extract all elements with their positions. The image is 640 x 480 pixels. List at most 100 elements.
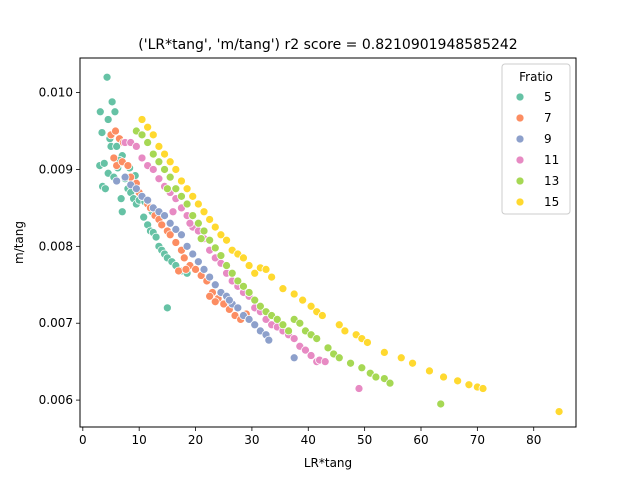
data-point (171, 225, 181, 234)
data-point (160, 149, 169, 159)
legend-marker (515, 92, 525, 102)
data-point (110, 107, 120, 117)
data-point (216, 251, 226, 260)
data-point (210, 243, 220, 253)
data-point (137, 115, 147, 124)
data-point (193, 218, 203, 228)
data-point (131, 184, 141, 194)
data-point (224, 295, 234, 305)
data-point (385, 378, 395, 388)
data-point (298, 295, 308, 305)
data-point (102, 72, 112, 82)
data-point (289, 353, 299, 363)
data-point (379, 374, 389, 383)
data-point (148, 130, 158, 140)
data-point (233, 276, 243, 286)
data-point (289, 334, 299, 343)
data-point (478, 384, 488, 393)
legend: Fratio 5 7 9 11 13 15 (501, 63, 571, 215)
y-tick-label: 0.007 (39, 316, 73, 330)
data-point (182, 241, 192, 251)
x-tick-label: 50 (357, 433, 372, 447)
x-tick-label: 20 (188, 433, 203, 447)
x-tick-label: 60 (413, 433, 428, 447)
x-tick-label: 0 (79, 433, 87, 447)
data-point (239, 253, 248, 263)
data-point (222, 235, 231, 245)
x-tick-label: 30 (244, 433, 259, 447)
data-point (222, 261, 231, 270)
data-point (157, 220, 167, 230)
data-point (425, 366, 434, 376)
data-point (179, 253, 189, 263)
data-point (239, 281, 248, 291)
y-tick-label: 0.006 (39, 393, 73, 407)
data-point (137, 153, 147, 163)
y-tick-label: 0.010 (39, 86, 73, 100)
data-point (97, 128, 107, 137)
data-point (244, 261, 254, 270)
data-point (177, 191, 186, 201)
plot-frame (79, 57, 577, 428)
data-point (306, 351, 316, 360)
data-point (193, 257, 203, 267)
chart-title: ('LR*tang', 'm/tang') r2 score = 0.82109… (138, 37, 517, 53)
data-point (165, 230, 175, 240)
data-point (301, 345, 310, 355)
data-point (120, 172, 130, 182)
data-point (95, 107, 105, 117)
data-point (196, 234, 206, 244)
data-point (284, 326, 293, 336)
data-point (185, 218, 195, 228)
data-point (210, 297, 220, 307)
data-point (107, 97, 117, 107)
data-point (117, 207, 127, 217)
legend-marker (515, 134, 525, 144)
data-point (379, 348, 389, 357)
data-point (453, 376, 463, 386)
data-point (346, 358, 355, 368)
data-point (233, 303, 243, 313)
data-point (210, 280, 220, 290)
data-point (154, 142, 164, 151)
data-point (554, 407, 564, 416)
data-point (112, 142, 122, 151)
data-point (250, 268, 260, 278)
data-point (111, 126, 120, 136)
legend-marker (515, 113, 525, 123)
data-point (210, 222, 220, 232)
data-point (99, 158, 109, 168)
data-point (143, 195, 153, 205)
data-point (171, 184, 181, 194)
data-point (182, 199, 192, 209)
data-point (191, 265, 200, 274)
x-tick-label: 70 (470, 433, 485, 447)
data-point (312, 334, 322, 343)
data-point (162, 303, 172, 313)
data-point (439, 372, 448, 382)
data-point (148, 165, 158, 174)
data-point (182, 184, 192, 194)
data-point (199, 226, 209, 236)
data-point (363, 338, 372, 347)
data-point (464, 380, 474, 390)
legend-label: 7 (544, 111, 552, 125)
data-point (264, 335, 274, 345)
data-point (165, 218, 175, 228)
data-point (103, 115, 113, 124)
data-point (154, 174, 164, 184)
data-point (250, 295, 260, 305)
legend-marker (515, 155, 525, 165)
points-layer (95, 72, 564, 416)
y-tick-label: 0.008 (39, 239, 73, 253)
data-point (100, 184, 110, 194)
data-point (199, 207, 209, 217)
y-axis-label: m/tang (12, 221, 26, 264)
data-point (323, 343, 333, 353)
data-point (181, 265, 191, 274)
data-point (116, 194, 126, 204)
legend-marker (515, 197, 525, 207)
data-point (371, 372, 381, 382)
data-point (174, 266, 184, 276)
data-point (171, 238, 181, 247)
